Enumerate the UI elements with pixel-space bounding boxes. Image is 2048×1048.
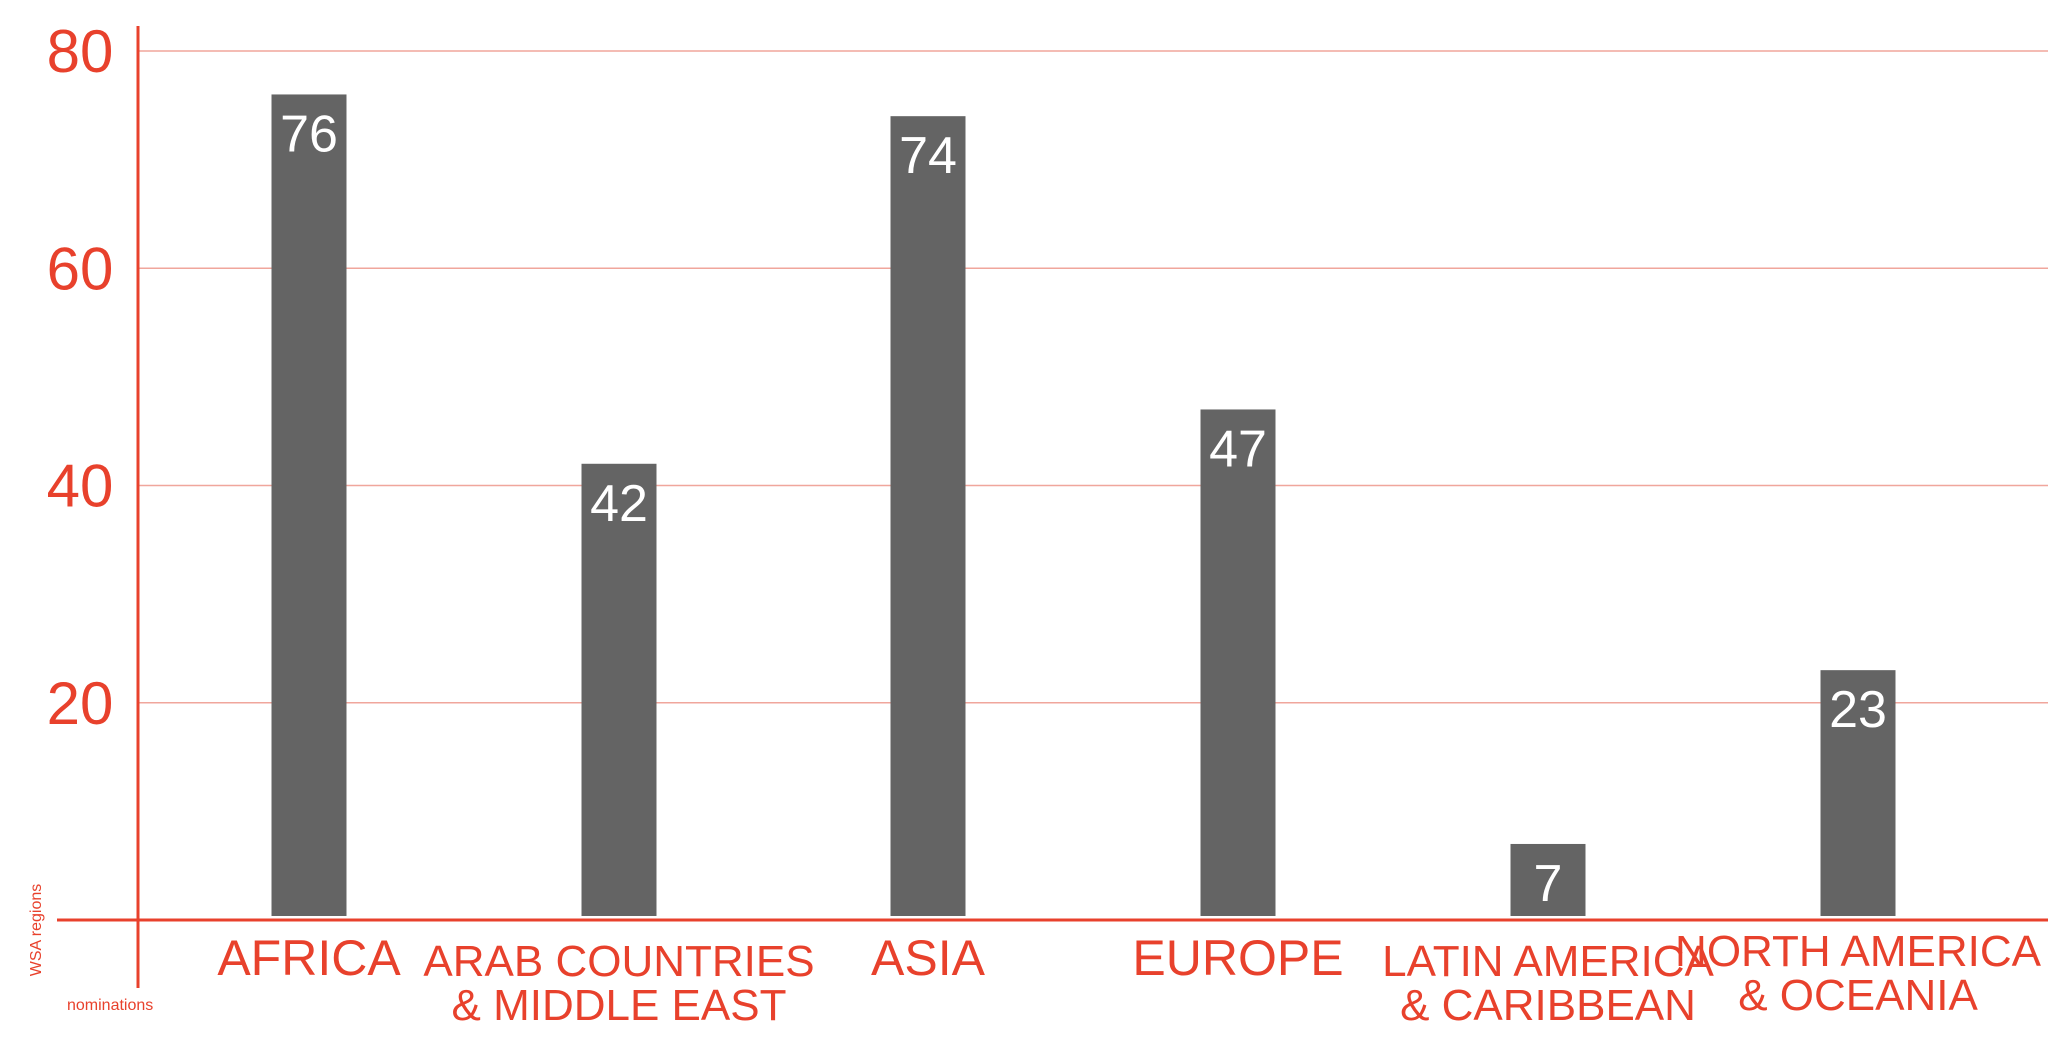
x-category-label-5: LATIN AMERICA & CARIBBEAN <box>1382 937 1714 1030</box>
bar-value-label-3: 74 <box>899 127 957 185</box>
y-tick-labels: 20 40 60 80 <box>47 18 114 737</box>
bar-value-label-6: 23 <box>1829 681 1887 739</box>
y-axis-title: WSA regions <box>28 884 45 976</box>
bar-6 <box>1820 670 1896 916</box>
x-category-label-3: ASIA <box>871 930 986 986</box>
y-tick-label-20: 20 <box>47 670 114 737</box>
bar-2 <box>581 463 657 916</box>
bar-3 <box>890 116 966 917</box>
x-axis-title: nominations <box>67 997 153 1014</box>
bar-value-label-5: 7 <box>1534 855 1563 913</box>
bar-4 <box>1200 409 1276 916</box>
x-category-label-2: ARAB COUNTRIES & MIDDLE EAST <box>423 937 814 1030</box>
axes <box>57 26 2048 988</box>
bars <box>271 94 1896 917</box>
x-category-label-1: AFRICA <box>217 930 401 986</box>
gridlines <box>138 50 2048 704</box>
x-category-label-4: EUROPE <box>1132 930 1343 986</box>
y-tick-label-40: 40 <box>47 453 114 520</box>
bar-value-label-4: 47 <box>1209 420 1267 478</box>
bar-1 <box>271 94 347 916</box>
data-labels: 76 42 74 47 7 23 <box>280 105 1887 913</box>
y-tick-label-60: 60 <box>47 235 114 302</box>
bar-5 <box>1510 843 1586 916</box>
x-category-labels: AFRICA ARAB COUNTRIES & MIDDLE EAST ASIA EUR… <box>217 927 2041 1030</box>
y-tick-label-80: 80 <box>47 18 114 85</box>
x-category-label-6: NORTH AMERICA & OCEANIA <box>1675 927 2042 1020</box>
bar-value-label-1: 76 <box>280 105 338 163</box>
bar-value-label-2: 42 <box>590 475 648 533</box>
